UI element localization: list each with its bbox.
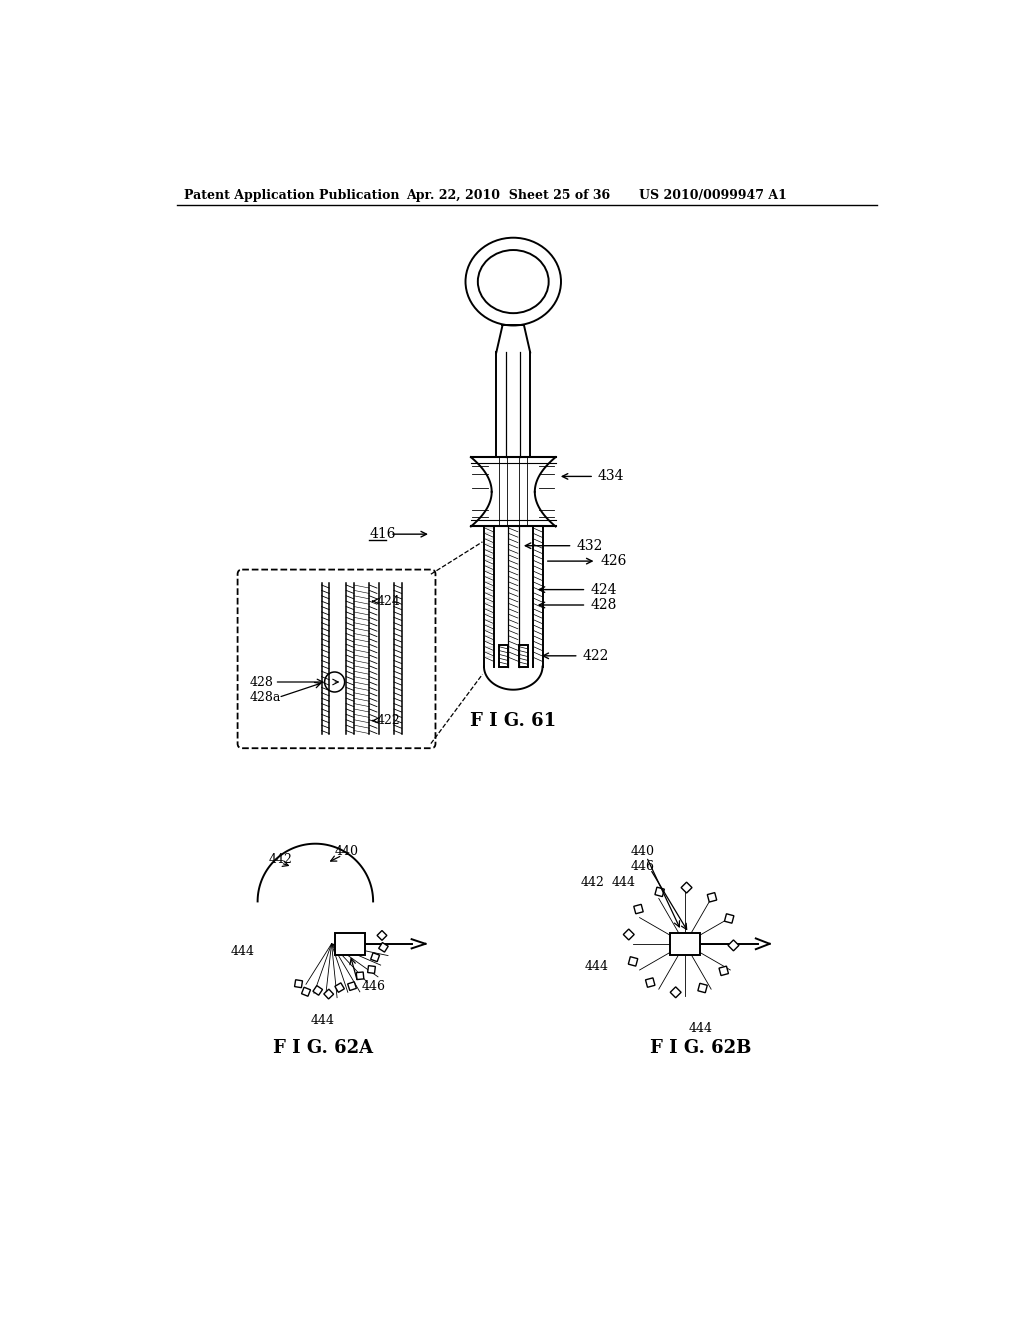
Bar	[324, 989, 334, 999]
Bar	[348, 982, 356, 990]
Text: 416: 416	[370, 527, 395, 541]
Bar	[728, 940, 739, 950]
Bar	[313, 986, 323, 995]
Bar	[336, 933, 365, 954]
Bar	[335, 983, 344, 993]
Bar	[655, 887, 665, 896]
Text: 444: 444	[230, 945, 254, 958]
Bar	[724, 913, 734, 923]
Text: 444: 444	[611, 875, 635, 888]
Text: 422: 422	[583, 649, 609, 663]
Bar	[671, 933, 699, 954]
Bar	[368, 966, 376, 973]
Bar	[671, 987, 681, 998]
Bar	[301, 987, 310, 997]
Text: F I G. 62A: F I G. 62A	[273, 1039, 373, 1057]
Text: Apr. 22, 2010  Sheet 25 of 36: Apr. 22, 2010 Sheet 25 of 36	[407, 189, 610, 202]
Text: 446: 446	[361, 979, 386, 993]
Bar	[371, 953, 380, 962]
Bar	[634, 904, 643, 913]
Text: 428: 428	[250, 676, 273, 689]
Text: 422: 422	[377, 714, 400, 727]
Text: 444: 444	[311, 1014, 335, 1027]
Bar	[645, 978, 655, 987]
Bar	[624, 929, 634, 940]
Bar	[295, 979, 302, 987]
Bar	[681, 882, 692, 894]
Text: Patent Application Publication: Patent Application Publication	[184, 189, 400, 202]
Text: 442: 442	[268, 853, 293, 866]
Bar	[499, 645, 508, 667]
Text: 444: 444	[688, 1022, 713, 1035]
FancyBboxPatch shape	[238, 570, 435, 748]
Text: 442: 442	[581, 875, 604, 888]
Text: 426: 426	[600, 554, 627, 568]
Text: F I G. 61: F I G. 61	[470, 711, 556, 730]
Bar	[629, 957, 638, 966]
Bar	[356, 972, 364, 979]
Text: F I G. 62B: F I G. 62B	[649, 1039, 751, 1057]
Bar	[518, 645, 528, 667]
Text: 424: 424	[377, 594, 400, 607]
Bar	[698, 983, 708, 993]
Text: 444: 444	[585, 961, 608, 973]
Bar	[377, 931, 387, 940]
Text: 440: 440	[334, 845, 358, 858]
Bar	[708, 892, 717, 902]
Bar	[379, 942, 388, 952]
Bar	[719, 966, 728, 975]
Text: 434: 434	[598, 470, 625, 483]
Text: 428a: 428a	[250, 690, 282, 704]
Text: 432: 432	[577, 539, 603, 553]
Text: 440: 440	[631, 845, 654, 858]
Text: 446: 446	[631, 861, 654, 874]
Text: US 2010/0099947 A1: US 2010/0099947 A1	[639, 189, 786, 202]
Text: 428: 428	[590, 598, 616, 612]
Text: 424: 424	[590, 582, 616, 597]
